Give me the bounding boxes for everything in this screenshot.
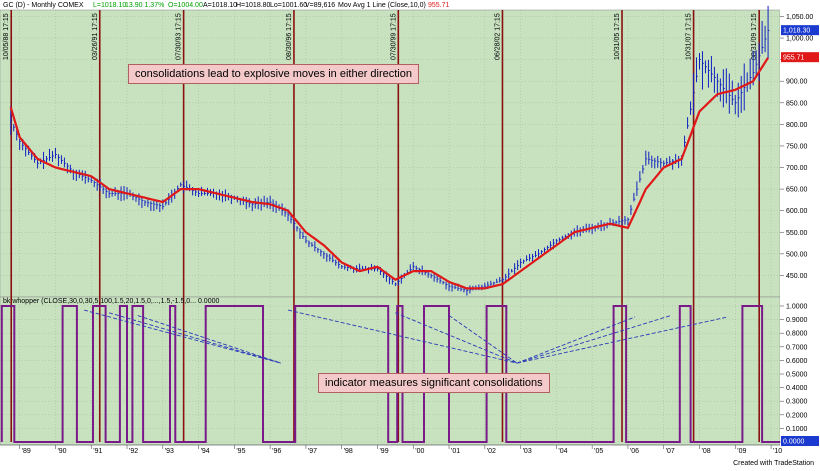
event-date-label: 08/31/09 17:15: [751, 13, 758, 60]
indicator-series: [0, 305, 780, 443]
high-label: H=1018.80: [236, 2, 271, 9]
last-value-tags: 1,018.30 955.71 0.0000: [781, 25, 819, 446]
event-date-label: 07/30/93 17:15: [176, 13, 183, 60]
mov-avg-label: Mov Avg 1 Line (Close,10,0): [338, 2, 426, 9]
indicator-tick-label: 0.6000: [786, 358, 808, 365]
price-tick-label: 800.00: [786, 122, 808, 129]
indicator-tick-label: 1.0000: [786, 304, 808, 311]
time-tick-label: '92: [129, 448, 138, 455]
credit-text: Created with TradeStation: [733, 460, 814, 467]
trend-line: [287, 309, 518, 364]
last-price-tag-label: 1,018.30: [783, 28, 810, 35]
time-tick-label: '91: [93, 448, 102, 455]
ask-label: A=1018.10: [203, 2, 237, 9]
time-axis: '89 '90 '91 '92 '93 '94 '95 '96 '97 '98 '99 '00 '01 '…: [19, 445, 782, 455]
indicator-tick-label: 0.5000: [786, 372, 808, 379]
indicator-tick-label: 0.4000: [786, 385, 808, 392]
price-tick-label: 850.00: [786, 100, 808, 107]
time-tick-label: '08: [701, 448, 710, 455]
time-tick-label: '02: [487, 448, 496, 455]
moving-average-line: [9, 57, 770, 290]
indicator-tick-label: 0.3000: [786, 399, 808, 406]
indicator-step-line: [0, 305, 780, 443]
symbol-label: GC (D) - Monthly COMEX: [3, 2, 84, 9]
trend-line: [516, 316, 636, 364]
trend-line: [83, 309, 281, 364]
trend-line: [516, 316, 729, 364]
time-tick-label: '03: [523, 448, 532, 455]
trend-line: [516, 315, 672, 364]
trend-lines: [83, 309, 729, 364]
trend-line: [448, 315, 518, 364]
event-date-label: 07/30/99 17:15: [390, 13, 397, 60]
time-tick-label: '95: [236, 448, 245, 455]
price-tick-label: 550.00: [786, 230, 808, 237]
indicator-value-tag-label: 0.0000: [783, 439, 805, 446]
time-tick-label: '90: [57, 448, 66, 455]
price-tick-label: 1,050.00: [786, 14, 813, 21]
time-tick-label: '98: [344, 448, 353, 455]
time-tick-label: '01: [451, 448, 460, 455]
event-date-label: 03/26/91 17:15: [92, 13, 99, 60]
indicator-tick-label: 0.9000: [786, 317, 808, 324]
time-tick-label: '04: [558, 448, 567, 455]
time-tick-label: '94: [201, 448, 210, 455]
event-date-label: 10/31/05 17:15: [614, 13, 621, 60]
price-tick-label: 650.00: [786, 187, 808, 194]
ma-value-tag-label: 955.71: [783, 55, 805, 62]
price-tick-label: 900.00: [786, 79, 808, 86]
mov-avg-value: 955.71: [428, 2, 450, 9]
indicator-tick-label: 0.2000: [786, 412, 808, 419]
time-tick-label: '89: [22, 448, 31, 455]
event-date-label: 06/28/02 17:15: [494, 13, 501, 60]
time-tick-label: '05: [594, 448, 603, 455]
time-tick-label: '10: [773, 448, 782, 455]
moving-average-series: [9, 57, 770, 290]
indicator-tick-label: 0.1000: [786, 426, 808, 433]
price-tick-label: 500.00: [786, 251, 808, 258]
indicator-tick-label: 0.7000: [786, 344, 808, 351]
change-label: 13.90 1.37%: [125, 2, 164, 9]
event-date-label: 08/30/96 17:15: [286, 13, 293, 60]
indicator-grid: [0, 305, 780, 443]
volume-label: V=89,616: [305, 2, 335, 9]
time-tick-label: '06: [630, 448, 639, 455]
low-label: Lo=1001.60: [270, 2, 307, 9]
open-label: O=1004.00: [168, 2, 203, 9]
time-tick-label: '97: [308, 448, 317, 455]
indicator-label: bk whopper (CLOSE,30,0,30,5,100,1.5,20,1…: [3, 298, 219, 305]
price-panel: [0, 9, 781, 298]
price-tick-label: 450.00: [786, 273, 808, 280]
indicator-tick-label: 0.8000: [786, 331, 808, 338]
event-date-label: 10/05/88 17:15: [3, 13, 10, 60]
time-tick-label: '93: [165, 448, 174, 455]
trend-line: [395, 312, 518, 364]
time-axis-area: [0, 445, 780, 461]
ma-value-tag-box: [781, 52, 819, 63]
time-tick-label: '09: [737, 448, 746, 455]
indicator-panel: [0, 296, 781, 446]
price-axis-area: [780, 0, 820, 446]
price-tick-label: 600.00: [786, 208, 808, 215]
indicator-value-tag-box: [781, 436, 819, 446]
time-tick-label: '99: [379, 448, 388, 455]
time-tick-label: '00: [415, 448, 424, 455]
annotation-bottom: indicator measures significant consolida…: [318, 373, 550, 393]
last-label: L=1018.10: [93, 2, 126, 9]
last-price-tag-box: [781, 25, 819, 36]
annotation-top: consolidations lead to explosive moves i…: [128, 64, 419, 84]
price-tick-label: 700.00: [786, 165, 808, 172]
time-tick-label: '07: [666, 448, 675, 455]
time-tick-label: '96: [272, 448, 281, 455]
event-date-label: 10/31/07 17:15: [686, 13, 693, 60]
price-tick-label: 750.00: [786, 143, 808, 150]
trend-line: [137, 315, 282, 364]
price-tick-label: 1,000.00: [786, 36, 813, 43]
